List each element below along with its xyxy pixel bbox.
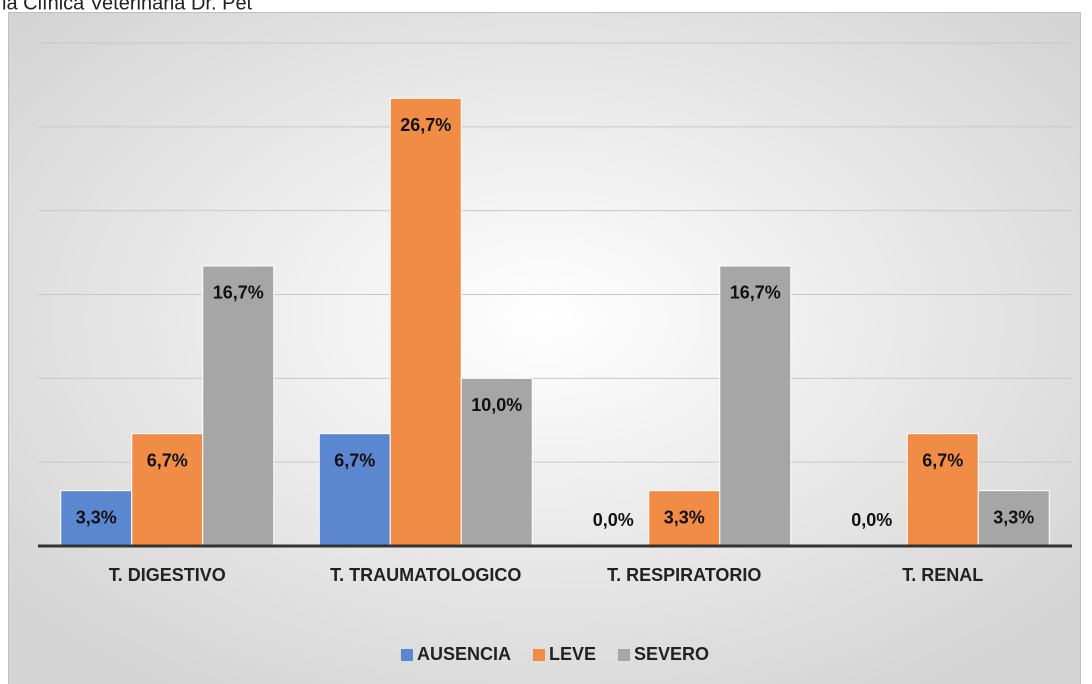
bar <box>719 265 792 547</box>
data-label: 0,0% <box>593 510 634 530</box>
bar <box>60 490 133 547</box>
data-label: 16,7% <box>213 283 264 303</box>
bar <box>977 490 1050 547</box>
bar <box>389 97 462 547</box>
x-tick-label: T. TRAUMATOLOGICO <box>330 565 522 585</box>
legend-swatch <box>532 649 545 661</box>
bar <box>648 490 721 547</box>
x-tick-label: T. DIGESTIVO <box>108 565 226 585</box>
data-label: 6,7% <box>922 450 963 470</box>
x-tick-label: T. RENAL <box>902 565 984 585</box>
data-label: 0,0% <box>851 510 892 530</box>
x-tick-label: T. RESPIRATORIO <box>607 565 762 585</box>
legend-label: AUSENCIA <box>417 644 511 664</box>
legend-swatch <box>618 649 630 661</box>
data-label: 26,7% <box>400 115 451 135</box>
legend-swatch <box>400 649 413 661</box>
data-label: 6,7% <box>147 450 188 470</box>
data-label: 3,3% <box>76 507 117 527</box>
bar <box>202 265 275 547</box>
bar <box>318 433 391 547</box>
legend-label: SEVERO <box>634 644 709 664</box>
chart-title: la Clínica Veterinaria Dr. Pet <box>2 0 253 14</box>
data-label: 6,7% <box>334 450 375 470</box>
data-label: 3,3% <box>664 507 705 527</box>
data-label: 10,0% <box>471 395 522 415</box>
chart-area <box>8 12 1081 684</box>
data-label: 16,7% <box>730 283 781 303</box>
data-label: 3,3% <box>993 507 1034 527</box>
legend-label: LEVE <box>549 644 596 664</box>
